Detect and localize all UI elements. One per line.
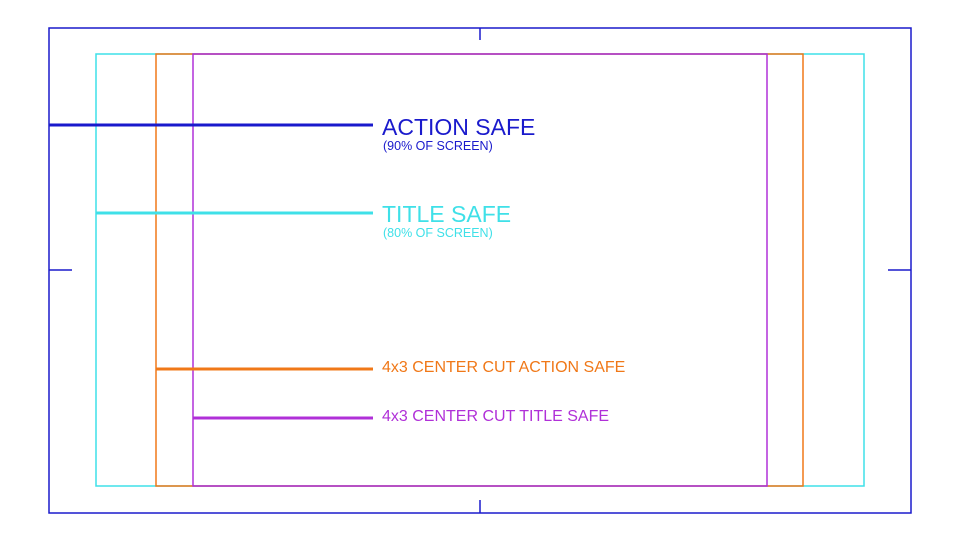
center-cut-title-safe-frame [192, 53, 768, 487]
action-safe-sublabel: (90% OF SCREEN) [383, 139, 493, 153]
action-safe-label: ACTION SAFE [382, 114, 536, 140]
action-safe-frame [48, 27, 912, 514]
title-safe-label: TITLE SAFE [382, 201, 512, 227]
title-safe-sublabel: (80% OF SCREEN) [383, 226, 493, 240]
center-cut-title-safe-label: 4x3 CENTER CUT TITLE SAFE [382, 408, 610, 425]
center-cut-action-safe-label: 4x3 CENTER CUT ACTION SAFE [382, 359, 626, 376]
